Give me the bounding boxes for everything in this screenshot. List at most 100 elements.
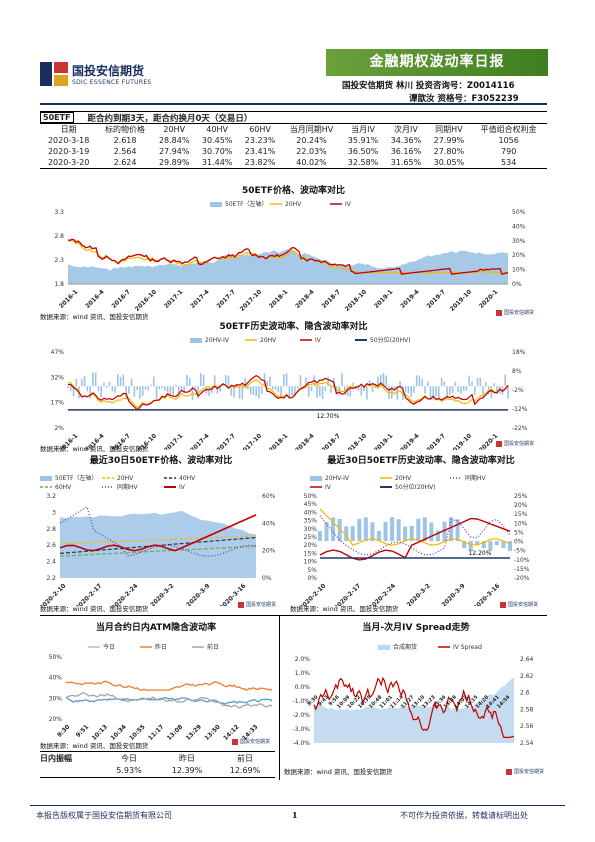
table-cell: 2020-3-18: [47, 136, 90, 145]
x-label: 13:50: [203, 723, 221, 741]
x-label: 2016-7: [110, 288, 131, 309]
y-left-label: 2.6: [46, 542, 56, 549]
table-cell: 23.82%: [244, 158, 276, 167]
spread-bar: [376, 530, 381, 542]
y-left-label: 25%: [304, 534, 318, 541]
table-header: 日期 标的物价格 20HV 40HV 60HV 当月同期HV 当月IV 次月IV 同期HV 平值组…: [40, 124, 547, 135]
table-cell: 2020-3-20: [47, 158, 90, 167]
spread-bar: [252, 386, 255, 395]
spread-bar: [349, 386, 352, 397]
y-right-label: 60%: [262, 493, 276, 500]
x-label: 2019-7: [425, 432, 446, 450]
table-cell: 2.618: [113, 136, 137, 145]
table-cell: 27.94%: [158, 147, 190, 156]
spread-bar: [263, 373, 266, 387]
chart1-svg: 50ETF（左轴） 20HV IV 3.3 2.8 2.3 1.8 50% 40% 30% 20% 1…: [54, 200, 526, 313]
y-right-label: 15%: [514, 511, 528, 518]
yesterday-line: [65, 680, 273, 691]
legend-swatch: [210, 202, 222, 207]
table-cell: 36.50%: [347, 147, 379, 156]
x-label: 2019-1: [373, 288, 394, 309]
spread-bar: [493, 383, 495, 387]
spread-bar: [155, 386, 158, 400]
y-left-label: 50%: [49, 654, 63, 661]
brand-mark-icon: [232, 738, 238, 745]
x-label: 2018-7: [320, 288, 341, 309]
chart6-brand: 国投安信期货: [506, 768, 544, 775]
legend-label: 20HV-IV: [205, 337, 230, 344]
company-name: 国投安信期货: [72, 64, 145, 78]
spread-bar: [366, 386, 368, 400]
x-label: 11:17: [147, 723, 165, 741]
spread-bar: [75, 378, 78, 387]
spread-bar: [141, 386, 144, 396]
spread-bar: [318, 531, 322, 542]
legend-label: IV Spread: [453, 644, 482, 651]
spread-bar: [432, 386, 435, 400]
y-right-label: 20%: [262, 548, 276, 555]
x-label: 2016-10: [134, 288, 158, 312]
spread-bar: [337, 519, 342, 542]
table-cell: 23.23%: [244, 136, 276, 145]
spread-bar: [508, 541, 512, 552]
y-right-label: 40%: [262, 520, 276, 527]
report-banner: [326, 49, 548, 76]
brand-mark-icon: [238, 601, 244, 608]
table-cell: 27.80%: [433, 147, 465, 156]
table-cell: 36.16%: [390, 147, 422, 156]
y-left-label: 45%: [304, 501, 318, 508]
spread-bar: [360, 386, 363, 397]
y-right-label: 2.54: [520, 740, 534, 747]
spread-bar: [338, 386, 340, 395]
spread-bar: [442, 521, 447, 542]
spread-bar: [363, 517, 368, 542]
y-right-label: 10%: [514, 520, 528, 527]
spread-bar: [379, 374, 382, 387]
x-label: 2019-10: [449, 288, 473, 312]
spread-bar: [144, 386, 147, 390]
spread-bar: [324, 386, 327, 392]
chart2-svg: 20HV-IV 20HV IV 50分位(20HV) 12.70% 47% 32% 17% 2%…: [51, 336, 528, 457]
spread-bar: [475, 541, 480, 546]
spread-bar: [374, 386, 376, 389]
chart1-brand: 国投安信期货: [496, 309, 534, 316]
y-right-label: 2.64: [520, 656, 534, 663]
spread-bar: [455, 519, 460, 542]
y-left-label: 2.8: [46, 526, 56, 533]
brand-mark-icon: [496, 440, 502, 447]
header-divider: [40, 103, 547, 105]
legend-label: 同期HV: [465, 474, 487, 482]
spread-bar: [152, 376, 155, 387]
spread-bar: [72, 386, 75, 397]
amp-header-today: 今日: [121, 753, 137, 763]
chart3-source: 数据来源：wind 资讯、国投安信期货: [40, 605, 149, 613]
spread-bar: [346, 386, 349, 397]
spread-bar: [255, 386, 257, 397]
spread-bar: [258, 386, 260, 399]
footer-disclaimer: 不可作为投资依据，转载请标明出处: [400, 811, 528, 820]
legend-label: IV: [325, 484, 332, 491]
spread-bar: [271, 386, 274, 390]
x-label: 2016-4: [84, 288, 105, 309]
y-right-label: 30%: [512, 238, 526, 245]
y-left-label: 2.2: [46, 575, 56, 582]
spread-bar: [449, 386, 451, 395]
x-label: 2017-7: [215, 288, 236, 309]
spread-bar: [285, 373, 288, 387]
chart-hv-iv-history: 50ETF历史波动率、隐含波动率对比 20HV-IV 20HV IV 50分位(20H…: [40, 319, 547, 457]
amp-value-daybefore: 12.69%: [229, 765, 261, 775]
today-line: [65, 696, 273, 705]
chart4-source: 数据来源：wind 资讯、国投安信期货: [290, 605, 399, 613]
spread-bar: [169, 386, 172, 396]
x-label: 2017-1: [163, 432, 184, 450]
y-left-label: 30%: [304, 526, 318, 533]
spread-bar: [319, 386, 321, 397]
spread-bar: [108, 381, 111, 387]
x-label: 2018-10: [344, 432, 368, 450]
iv-line: [59, 514, 257, 552]
spread-bar: [197, 386, 199, 399]
spread-bar: [422, 517, 427, 542]
y-right-label: 40%: [512, 223, 526, 230]
y-left-label: 2.4: [46, 559, 56, 566]
legend-label: 同期HV: [117, 483, 139, 491]
